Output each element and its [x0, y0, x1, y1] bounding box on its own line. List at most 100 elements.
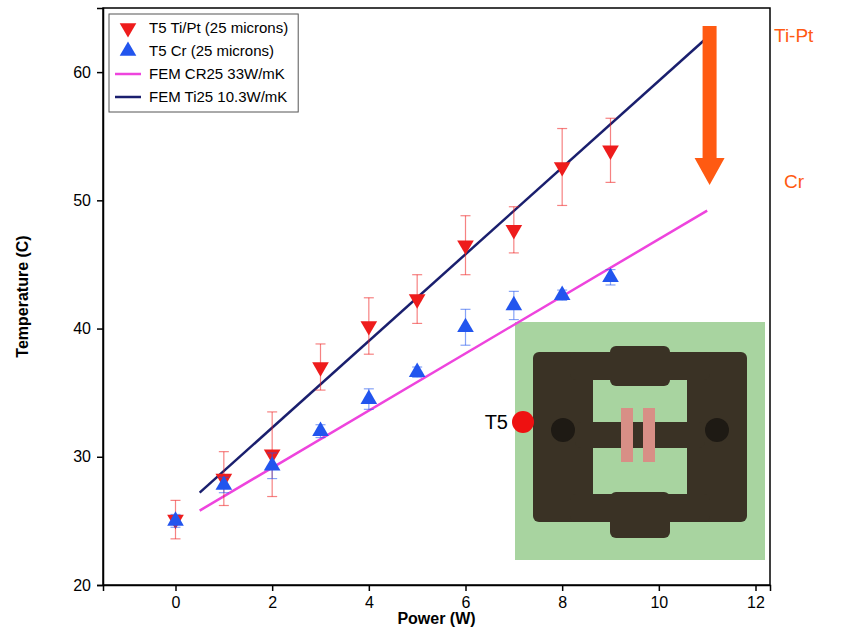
inset-background: [515, 322, 765, 560]
inset-shape: [705, 418, 729, 442]
tick: 6: [462, 585, 471, 611]
tick-mark: [97, 72, 103, 74]
error-bar-cap: [364, 388, 374, 389]
tick-label: 2: [268, 594, 277, 611]
legend-label: T5 Ti/Pt (25 microns): [149, 19, 288, 36]
tick-label: 60: [73, 64, 91, 81]
error-bar-cap: [461, 309, 471, 310]
error-bar-cap: [412, 323, 422, 324]
tick-mark: [97, 200, 103, 202]
tick-label: 12: [747, 594, 765, 611]
tick: 12: [747, 585, 765, 611]
error-bar-cap: [557, 128, 567, 129]
tick-label: 6: [462, 594, 471, 611]
legend-item: FEM Ti25 10.3W/mK: [115, 88, 287, 105]
tick-label: 0: [172, 594, 181, 611]
tick-label: 30: [73, 448, 91, 465]
error-bar-cap: [509, 206, 519, 207]
tick: 40: [73, 320, 103, 337]
error-bar-cap: [364, 409, 374, 410]
data-point: [554, 162, 571, 176]
error-bar-cap: [267, 411, 277, 412]
tick-mark: [97, 585, 103, 587]
tick-mark: [659, 585, 661, 591]
legend-box: [109, 14, 298, 112]
error-bar-cap: [509, 319, 519, 320]
tick-mark: [562, 585, 564, 591]
error-bar-cap: [509, 291, 519, 292]
tick: 10: [650, 585, 668, 611]
series: [167, 118, 619, 539]
axis-line: [97, 9, 104, 586]
tick: 30: [73, 448, 103, 465]
annotation-arrow: [695, 26, 725, 185]
tick: 50: [73, 192, 103, 209]
marks: [167, 37, 707, 538]
inset-label: T5: [485, 411, 508, 433]
legend-item: T5 Cr (25 microns): [120, 41, 274, 59]
error-bar-cap: [412, 274, 422, 275]
inset-photo: [512, 322, 765, 560]
tick-label: 40: [73, 320, 91, 337]
data-point: [167, 511, 184, 525]
y-axis: 20 30 40 50 60: [73, 9, 103, 594]
data-point: [264, 456, 281, 470]
error-bar-cap: [606, 284, 616, 285]
tick: 4: [365, 585, 374, 611]
legend-swatch: [120, 23, 137, 37]
error-bar-cap: [364, 297, 374, 298]
tick-label: 10: [650, 594, 668, 611]
inset-shape: [621, 408, 633, 462]
error-bar-cap: [219, 492, 229, 493]
tick: 2: [268, 585, 277, 611]
data-point: [361, 389, 378, 403]
data-point: [361, 321, 378, 335]
error-bar-cap: [171, 500, 181, 501]
error-bar-cap: [267, 478, 277, 479]
tick-mark: [369, 585, 371, 591]
error-bar-cap: [219, 505, 229, 506]
error-bar-cap: [606, 118, 616, 119]
tick-mark: [272, 585, 274, 591]
data-point: [312, 362, 329, 376]
error-bar-cap: [316, 343, 326, 344]
error-bar-cap: [219, 451, 229, 452]
annotation: Cr: [784, 171, 805, 192]
inset-marker: [512, 411, 534, 433]
inset-shape: [551, 418, 575, 442]
error-bar-cap: [509, 252, 519, 253]
tick-label: 4: [365, 594, 374, 611]
data-point: [506, 225, 523, 239]
tick: 8: [558, 585, 567, 611]
legend-swatch: [115, 96, 141, 99]
error-bar-cap: [364, 354, 374, 355]
axis-line: [104, 586, 771, 592]
data-point: [409, 294, 426, 308]
inset-shape: [610, 346, 670, 386]
data-point: [554, 286, 571, 300]
error-bar-cap: [461, 215, 471, 216]
data-point: [409, 363, 426, 377]
error-bar-cap: [316, 390, 326, 391]
inset-shape: [575, 422, 705, 448]
error-bar-cap: [171, 538, 181, 539]
error-bar-line: [272, 412, 273, 497]
legend: T5 Ti/Pt (25 microns) T5 Cr (25 microns) F…: [109, 14, 298, 112]
tick-mark: [175, 585, 177, 591]
data-point: [602, 146, 619, 160]
tick-label: 20: [73, 577, 91, 594]
tick-mark: [97, 328, 103, 330]
chart: 0 2 4 6 8 10 12 20 30 40 50 60 T5 Ti/Pt (25 microns)…: [0, 0, 843, 632]
error-bar-cap: [267, 452, 277, 453]
legend-label: T5 Cr (25 microns): [149, 42, 274, 59]
tick-label: 8: [558, 594, 567, 611]
legend-label: FEM Ti25 10.3W/mK: [149, 88, 287, 105]
data-point: [602, 268, 619, 282]
tick: 0: [172, 585, 181, 611]
x-axis: 0 2 4 6 8 10 12: [104, 585, 771, 611]
legend-item: T5 Ti/Pt (25 microns): [120, 19, 289, 38]
legend-label: FEM CR25 33W/mK: [149, 65, 285, 82]
y-axis-title: Temperature (C): [14, 235, 31, 357]
data-point: [457, 318, 474, 332]
data-point: [312, 422, 329, 436]
